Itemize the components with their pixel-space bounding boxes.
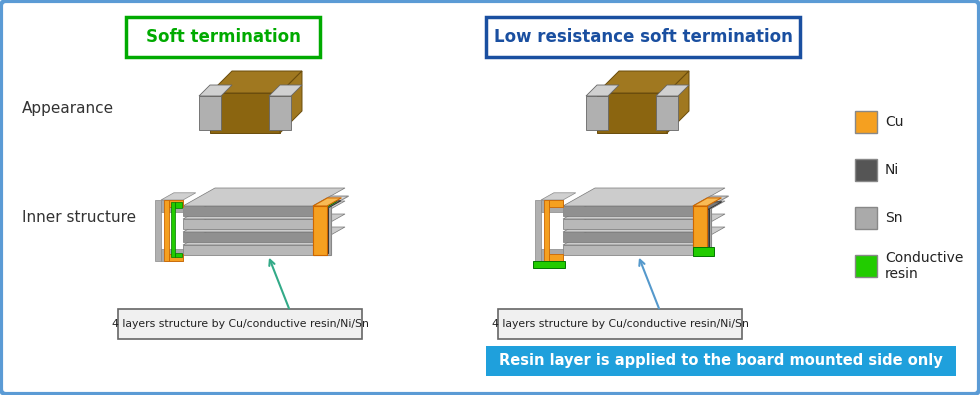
Polygon shape: [693, 247, 714, 256]
Polygon shape: [313, 206, 327, 255]
Polygon shape: [563, 227, 725, 245]
FancyBboxPatch shape: [126, 17, 320, 57]
Polygon shape: [693, 206, 707, 255]
Polygon shape: [656, 85, 689, 96]
Polygon shape: [317, 207, 327, 254]
Polygon shape: [563, 188, 725, 206]
Polygon shape: [541, 193, 576, 200]
Text: Resin layer is applied to the board mounted side only: Resin layer is applied to the board moun…: [499, 354, 943, 369]
Polygon shape: [586, 85, 619, 96]
Polygon shape: [183, 232, 313, 242]
Polygon shape: [317, 201, 336, 207]
Polygon shape: [535, 200, 541, 261]
Polygon shape: [171, 202, 175, 257]
Polygon shape: [183, 214, 345, 232]
Polygon shape: [183, 201, 345, 219]
Polygon shape: [563, 206, 693, 216]
Polygon shape: [695, 209, 709, 252]
Polygon shape: [695, 202, 722, 209]
Text: Appearance: Appearance: [22, 100, 114, 115]
FancyBboxPatch shape: [486, 346, 956, 376]
Polygon shape: [210, 93, 280, 133]
Polygon shape: [183, 227, 345, 245]
Polygon shape: [667, 71, 689, 133]
Polygon shape: [269, 96, 291, 130]
Text: Ni: Ni: [885, 163, 900, 177]
FancyBboxPatch shape: [855, 255, 877, 277]
Polygon shape: [169, 200, 183, 207]
Text: Inner structure: Inner structure: [22, 211, 136, 226]
Text: 4 layers structure by Cu/conductive resin/Ni/Sn: 4 layers structure by Cu/conductive resi…: [492, 319, 749, 329]
Polygon shape: [315, 201, 341, 208]
Polygon shape: [199, 85, 232, 96]
Polygon shape: [549, 254, 563, 261]
Polygon shape: [164, 200, 169, 261]
Polygon shape: [269, 85, 302, 96]
Polygon shape: [693, 198, 721, 206]
Polygon shape: [586, 96, 608, 130]
Polygon shape: [563, 232, 693, 242]
Polygon shape: [693, 196, 728, 206]
Polygon shape: [597, 71, 689, 93]
Polygon shape: [280, 71, 302, 133]
Polygon shape: [161, 200, 183, 212]
Polygon shape: [183, 245, 313, 255]
Polygon shape: [693, 206, 711, 255]
Polygon shape: [541, 200, 563, 212]
Polygon shape: [199, 96, 221, 130]
Text: Soft termination: Soft termination: [146, 28, 301, 46]
Polygon shape: [183, 206, 313, 216]
Text: 4 layers structure by Cu/conductive resin/Ni/Sn: 4 layers structure by Cu/conductive resi…: [112, 319, 368, 329]
Polygon shape: [563, 219, 693, 229]
FancyBboxPatch shape: [118, 309, 362, 339]
Text: Sn: Sn: [885, 211, 903, 225]
Text: Low resistance soft termination: Low resistance soft termination: [494, 28, 793, 46]
Polygon shape: [169, 254, 183, 261]
Polygon shape: [541, 249, 563, 261]
Polygon shape: [563, 245, 693, 255]
Polygon shape: [313, 198, 341, 206]
Polygon shape: [533, 261, 565, 268]
Polygon shape: [161, 193, 196, 200]
Polygon shape: [563, 201, 725, 219]
Polygon shape: [597, 93, 667, 133]
Polygon shape: [210, 71, 302, 93]
Polygon shape: [313, 196, 349, 206]
Text: Conductive
resin: Conductive resin: [885, 251, 963, 281]
Polygon shape: [563, 214, 725, 232]
FancyBboxPatch shape: [855, 207, 877, 229]
Polygon shape: [175, 202, 182, 208]
Polygon shape: [544, 200, 549, 261]
Polygon shape: [313, 206, 331, 255]
Polygon shape: [183, 188, 345, 206]
Polygon shape: [183, 219, 313, 229]
Polygon shape: [175, 253, 182, 257]
Polygon shape: [656, 96, 678, 130]
Polygon shape: [161, 249, 183, 261]
Polygon shape: [315, 208, 328, 253]
FancyBboxPatch shape: [855, 111, 877, 133]
FancyBboxPatch shape: [498, 309, 742, 339]
Polygon shape: [549, 200, 563, 207]
Text: Cu: Cu: [885, 115, 904, 129]
FancyBboxPatch shape: [855, 159, 877, 181]
Polygon shape: [155, 200, 161, 261]
FancyBboxPatch shape: [486, 17, 800, 57]
